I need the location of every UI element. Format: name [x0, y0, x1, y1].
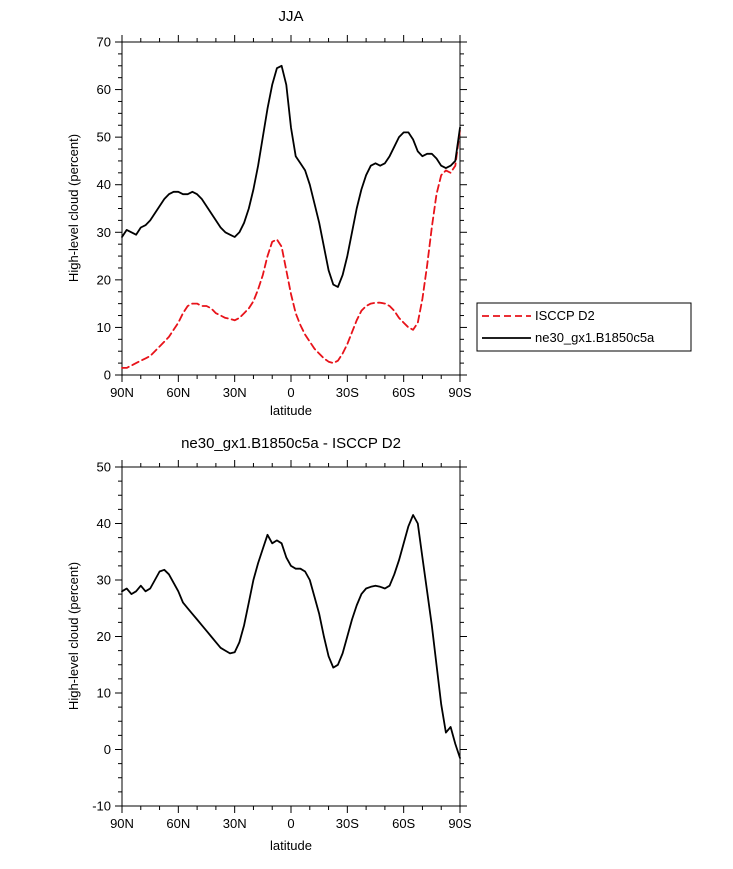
x-tick-label: 60N — [166, 816, 190, 831]
y-tick-label: 0 — [104, 368, 111, 383]
y-tick-label: 40 — [97, 177, 111, 192]
chart-title-top: JJA — [278, 8, 303, 25]
x-tick-label: 90N — [110, 385, 134, 400]
y-tick-label: 50 — [97, 460, 111, 475]
x-tick-label: 60S — [392, 385, 415, 400]
chart-title-bottom: ne30_gx1.B1850c5a - ISCCP D2 — [181, 435, 401, 452]
y-tick-label: -10 — [92, 799, 111, 814]
plot-area-bottom: 90N 60N 30N 0 30S 60S 90S -10 0 10 20 30 40 50 — [92, 460, 472, 832]
x-tick-label: 90S — [448, 816, 471, 831]
y-tick-label: 0 — [104, 742, 111, 757]
x-tick-label: 30N — [223, 385, 247, 400]
x-tick-label: 30N — [223, 816, 247, 831]
x-tick-label: 0 — [287, 385, 294, 400]
x-axis-label-bottom: latitude — [270, 838, 312, 853]
y-tick-label: 20 — [97, 272, 111, 287]
chart-jja: JJA High-level cloud (percent) latitude … — [66, 8, 692, 418]
series-line-1 — [121, 64, 461, 288]
y-tick-label: 10 — [97, 686, 111, 701]
y-tick-label: 20 — [97, 629, 111, 644]
y-tick-label: 30 — [97, 573, 111, 588]
y-tick-label: 70 — [97, 35, 111, 50]
series-line-0 — [121, 129, 461, 369]
plot-frame — [121, 41, 461, 376]
series-line-0 — [121, 514, 461, 759]
legend-label-isccp: ISCCP D2 — [535, 308, 595, 323]
plot-frame — [121, 466, 461, 807]
y-tick-label: 40 — [97, 516, 111, 531]
legend-box — [476, 302, 692, 352]
y-tick-label: 10 — [97, 320, 111, 335]
legend-label-model: ne30_gx1.B1850c5a — [535, 330, 655, 345]
x-tick-label: 30S — [336, 385, 359, 400]
y-tick-label: 30 — [97, 225, 111, 240]
chart-difference: ne30_gx1.B1850c5a - ISCCP D2 High-level … — [66, 435, 472, 853]
legend: ISCCP D2 ne30_gx1.B1850c5a — [476, 302, 692, 352]
x-axis-label-top: latitude — [270, 403, 312, 418]
y-tick-label: 50 — [97, 130, 111, 145]
x-tick-label: 30S — [336, 816, 359, 831]
y-axis-label-top: High-level cloud (percent) — [66, 134, 81, 282]
x-tick-label: 90S — [448, 385, 471, 400]
y-axis-label-bottom: High-level cloud (percent) — [66, 562, 81, 710]
plot-area-top: 90N 60N 30N 0 30S 60S 90S 0 10 20 30 40 50 60 70 — [97, 35, 472, 401]
x-tick-label: 0 — [287, 816, 294, 831]
x-tick-label: 60N — [166, 385, 190, 400]
x-tick-label: 90N — [110, 816, 134, 831]
y-tick-label: 60 — [97, 82, 111, 97]
x-tick-label: 60S — [392, 816, 415, 831]
